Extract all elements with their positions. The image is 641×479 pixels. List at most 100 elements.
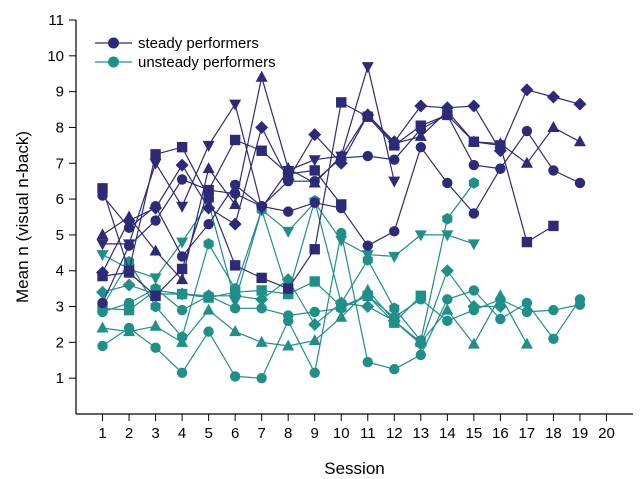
data-point bbox=[547, 120, 560, 132]
data-point bbox=[467, 135, 480, 147]
data-point bbox=[123, 304, 135, 316]
data-point bbox=[229, 325, 242, 337]
data-point bbox=[548, 304, 559, 316]
legend-label: unsteady performers bbox=[138, 54, 276, 71]
data-point bbox=[309, 306, 320, 318]
axes: 1 2 3 4 5 6 7 8 9 10 11 12 13 14 15 16 17 18 19 20123456789… bbox=[47, 12, 633, 442]
data-point bbox=[441, 104, 454, 116]
data-point bbox=[97, 297, 108, 309]
data-point bbox=[546, 90, 560, 104]
data-point bbox=[309, 276, 320, 287]
data-point bbox=[336, 199, 347, 210]
data-point bbox=[521, 236, 533, 248]
series-line bbox=[101, 101, 554, 290]
data-point bbox=[362, 290, 373, 301]
data-point bbox=[548, 165, 559, 176]
data-point bbox=[123, 210, 136, 222]
data-point bbox=[308, 155, 321, 167]
data-point bbox=[495, 163, 506, 174]
data-point bbox=[149, 201, 163, 215]
x-tick-label: 20 bbox=[598, 425, 615, 442]
series-line bbox=[102, 64, 395, 245]
data-point bbox=[281, 172, 295, 186]
data-point bbox=[229, 371, 241, 382]
data-point bbox=[415, 349, 427, 361]
data-point bbox=[415, 290, 427, 301]
data-point bbox=[520, 337, 533, 349]
data-point bbox=[468, 177, 479, 189]
data-point bbox=[309, 367, 320, 379]
data-point bbox=[548, 220, 559, 232]
legend-marker bbox=[108, 37, 119, 49]
data-point bbox=[493, 300, 507, 314]
data-point bbox=[282, 283, 294, 294]
data-point bbox=[495, 313, 506, 325]
series-line bbox=[102, 269, 501, 346]
data-point bbox=[308, 176, 321, 188]
data-point bbox=[175, 287, 189, 301]
y-tick-label: 7 bbox=[56, 155, 64, 172]
data-point bbox=[282, 165, 295, 177]
data-point bbox=[97, 340, 108, 352]
data-point bbox=[414, 230, 427, 242]
data-point bbox=[520, 156, 533, 168]
data-point bbox=[255, 203, 268, 215]
series-unsteady-triangle-up bbox=[96, 283, 533, 351]
data-point bbox=[229, 179, 241, 190]
data-point bbox=[176, 251, 188, 262]
data-point bbox=[123, 325, 136, 337]
data-point bbox=[176, 174, 188, 185]
x-tick-label: 12 bbox=[386, 425, 403, 442]
data-point bbox=[521, 306, 533, 318]
data-point bbox=[229, 303, 241, 314]
x-tick-label: 7 bbox=[257, 425, 265, 442]
data-point bbox=[336, 97, 347, 108]
data-point bbox=[388, 251, 401, 263]
data-point bbox=[282, 226, 295, 238]
x-tick-label: 5 bbox=[204, 425, 212, 442]
x-tick-label: 15 bbox=[466, 425, 483, 442]
data-point bbox=[389, 302, 400, 315]
data-point bbox=[176, 237, 189, 249]
data-point bbox=[149, 244, 162, 256]
data-point bbox=[97, 183, 108, 194]
data-point bbox=[256, 303, 267, 314]
data-point bbox=[96, 228, 109, 240]
data-point bbox=[414, 129, 427, 141]
data-point bbox=[175, 158, 189, 172]
data-point bbox=[442, 315, 453, 327]
series-line bbox=[102, 139, 342, 297]
data-point bbox=[122, 278, 136, 292]
legend-item-steady: steady performers bbox=[95, 35, 259, 52]
y-tick-label: 8 bbox=[56, 119, 64, 136]
y-axis-title: Mean n (visual n-back) bbox=[13, 131, 32, 303]
data-point bbox=[388, 137, 401, 149]
series-line bbox=[102, 114, 501, 258]
data-point bbox=[150, 215, 161, 226]
data-point bbox=[389, 154, 400, 165]
series-unsteady-circle bbox=[97, 227, 586, 384]
legend: steady performers unsteady performers bbox=[95, 35, 276, 71]
x-tick-label: 14 bbox=[439, 425, 456, 442]
data-point bbox=[149, 158, 162, 170]
data-point bbox=[202, 140, 215, 152]
data-point bbox=[150, 300, 161, 313]
data-point bbox=[228, 217, 242, 231]
x-tick-label: 4 bbox=[178, 425, 186, 442]
x-tick-label: 8 bbox=[284, 425, 292, 442]
y-tick-label: 3 bbox=[56, 299, 64, 316]
data-point bbox=[229, 99, 242, 111]
data-point bbox=[282, 339, 295, 351]
data-point bbox=[362, 356, 373, 368]
y-tick-label: 6 bbox=[56, 191, 64, 208]
data-point bbox=[202, 303, 215, 315]
data-point bbox=[362, 150, 373, 162]
data-point bbox=[202, 289, 216, 303]
x-tick-label: 11 bbox=[360, 425, 376, 442]
x-axis-title: Session bbox=[324, 459, 384, 478]
data-point bbox=[574, 299, 586, 310]
data-point bbox=[388, 176, 401, 188]
data-point bbox=[123, 239, 136, 251]
y-tick-label: 11 bbox=[48, 12, 64, 29]
